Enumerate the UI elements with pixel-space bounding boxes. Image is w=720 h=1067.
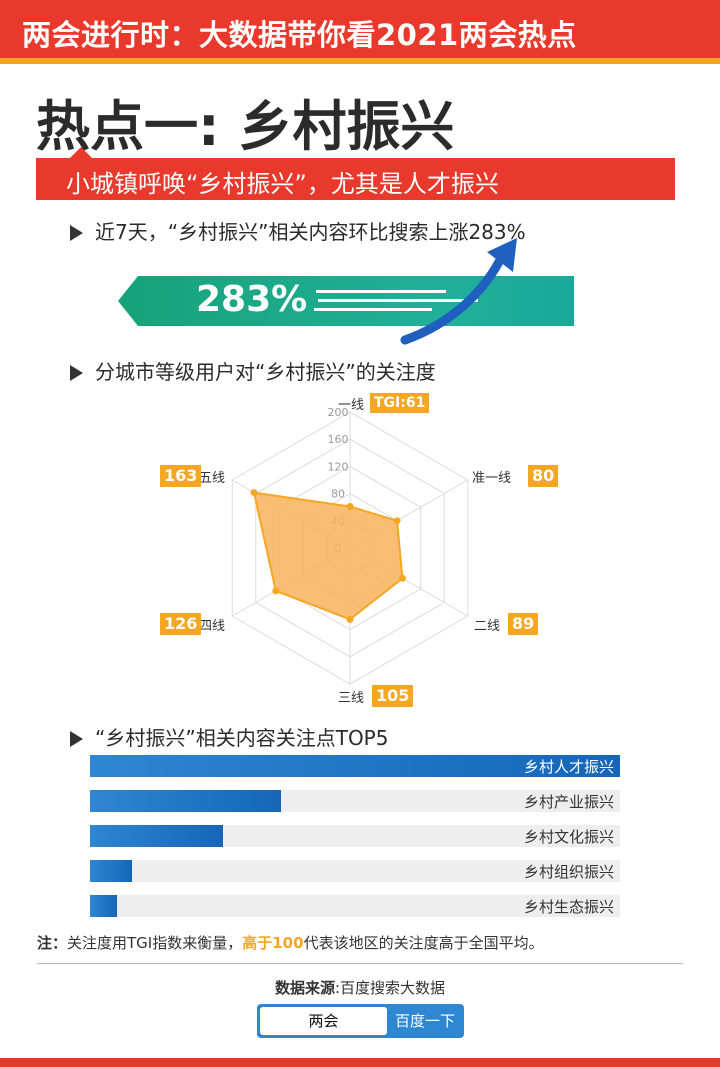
growth-arrow-tip bbox=[118, 276, 138, 326]
play-arrow-icon bbox=[70, 365, 83, 381]
bar-label: 乡村产业振兴 bbox=[524, 791, 614, 812]
play-arrow-icon bbox=[70, 731, 83, 747]
footnote-prefix: 注： bbox=[37, 934, 67, 952]
radar-axis-label: 三线 bbox=[338, 687, 364, 706]
radar-value-badge: 89 bbox=[508, 613, 538, 635]
header-title: 两会进行时：大数据带你看2021两会热点 bbox=[22, 12, 577, 54]
radar-value-badge: 80 bbox=[528, 465, 558, 487]
radar-data-point bbox=[347, 616, 354, 623]
bar-fill bbox=[90, 825, 223, 847]
footnote-highlight1: 高于 bbox=[242, 934, 272, 952]
radar-data-area bbox=[254, 493, 402, 620]
search-input[interactable]: 两会 bbox=[260, 1007, 387, 1035]
header-accent-line bbox=[0, 58, 720, 64]
bar-label: 乡村人才振兴 bbox=[524, 756, 614, 777]
up-trend-arrow-icon bbox=[395, 232, 535, 347]
banner-tick bbox=[70, 147, 92, 158]
radar-tick-label: 80 bbox=[331, 488, 345, 501]
radar-chart: 04080120160200 一线TGI:61准一线80二线89三线105四线1… bbox=[0, 385, 720, 715]
top5-bar-chart: 乡村人才振兴 乡村产业振兴 乡村文化振兴 乡村组织振兴 乡村生态振兴 bbox=[90, 755, 620, 930]
search-box: 两会 百度一下 bbox=[257, 1004, 464, 1038]
footnote-highlight2: 100 bbox=[272, 934, 303, 952]
bar-row: 乡村组织振兴 bbox=[90, 860, 620, 882]
radar-value-badge: 105 bbox=[372, 685, 413, 707]
search-button[interactable]: 百度一下 bbox=[389, 1007, 461, 1035]
hot-title: 热点一: 乡村振兴 bbox=[36, 82, 454, 161]
radar-axis-label: 四线 bbox=[199, 615, 225, 634]
radar-data-point bbox=[251, 489, 258, 496]
radar-data-point bbox=[272, 587, 279, 594]
radar-axis-label: 二线 bbox=[474, 615, 500, 634]
banner-text: 小城镇呼唤“乡村振兴”，尤其是人才振兴 bbox=[66, 164, 499, 199]
section-top5: “乡村振兴”相关内容关注点TOP5 bbox=[70, 722, 388, 751]
radar-axis-label: 五线 bbox=[199, 467, 225, 486]
radar-value-badge: TGI:61 bbox=[370, 393, 429, 413]
subtitle-banner: 小城镇呼唤“乡村振兴”，尤其是人才振兴 bbox=[36, 158, 675, 200]
data-source-value: :百度搜索大数据 bbox=[335, 979, 445, 997]
footnote: 注：关注度用TGI指数来衡量，高于100代表该地区的关注度高于全国平均。 bbox=[37, 932, 544, 953]
radar-svg: 04080120160200 bbox=[0, 385, 720, 715]
radar-data-point bbox=[399, 575, 406, 582]
section-radar: 分城市等级用户对“乡村振兴”的关注度 bbox=[70, 356, 436, 385]
bar-row: 乡村产业振兴 bbox=[90, 790, 620, 812]
divider bbox=[37, 963, 683, 964]
radar-data-point bbox=[347, 503, 354, 510]
footer-bar bbox=[0, 1058, 720, 1067]
section-top5-text: “乡村振兴”相关内容关注点TOP5 bbox=[95, 726, 388, 750]
data-source-label: 数据来源 bbox=[275, 979, 335, 997]
growth-value: 283% bbox=[196, 279, 307, 320]
section-radar-text: 分城市等级用户对“乡村振兴”的关注度 bbox=[95, 360, 436, 384]
radar-value-badge: 126 bbox=[160, 613, 201, 635]
radar-tick-label: 160 bbox=[328, 433, 349, 446]
bar-row: 乡村人才振兴 bbox=[90, 755, 620, 777]
radar-data-point bbox=[394, 517, 401, 524]
bar-fill bbox=[90, 790, 281, 812]
header-bar: 两会进行时：大数据带你看2021两会热点 bbox=[0, 0, 720, 64]
bar-label: 乡村文化振兴 bbox=[524, 826, 614, 847]
bar-row: 乡村生态振兴 bbox=[90, 895, 620, 917]
radar-value-badge: 163 bbox=[160, 465, 201, 487]
bar-fill bbox=[90, 860, 132, 882]
bar-label: 乡村组织振兴 bbox=[524, 861, 614, 882]
radar-axis-label: 一线 bbox=[338, 394, 364, 413]
footnote-text1: 关注度用TGI指数来衡量， bbox=[67, 934, 242, 952]
data-source: 数据来源:百度搜索大数据 bbox=[0, 977, 720, 998]
footnote-text2: 代表该地区的关注度高于全国平均。 bbox=[304, 934, 544, 952]
bar-fill bbox=[90, 895, 117, 917]
bar-label: 乡村生态振兴 bbox=[524, 896, 614, 917]
bar-row: 乡村文化振兴 bbox=[90, 825, 620, 847]
radar-axis-label: 准一线 bbox=[472, 467, 511, 486]
radar-tick-label: 120 bbox=[328, 460, 349, 473]
play-arrow-icon bbox=[70, 225, 83, 241]
